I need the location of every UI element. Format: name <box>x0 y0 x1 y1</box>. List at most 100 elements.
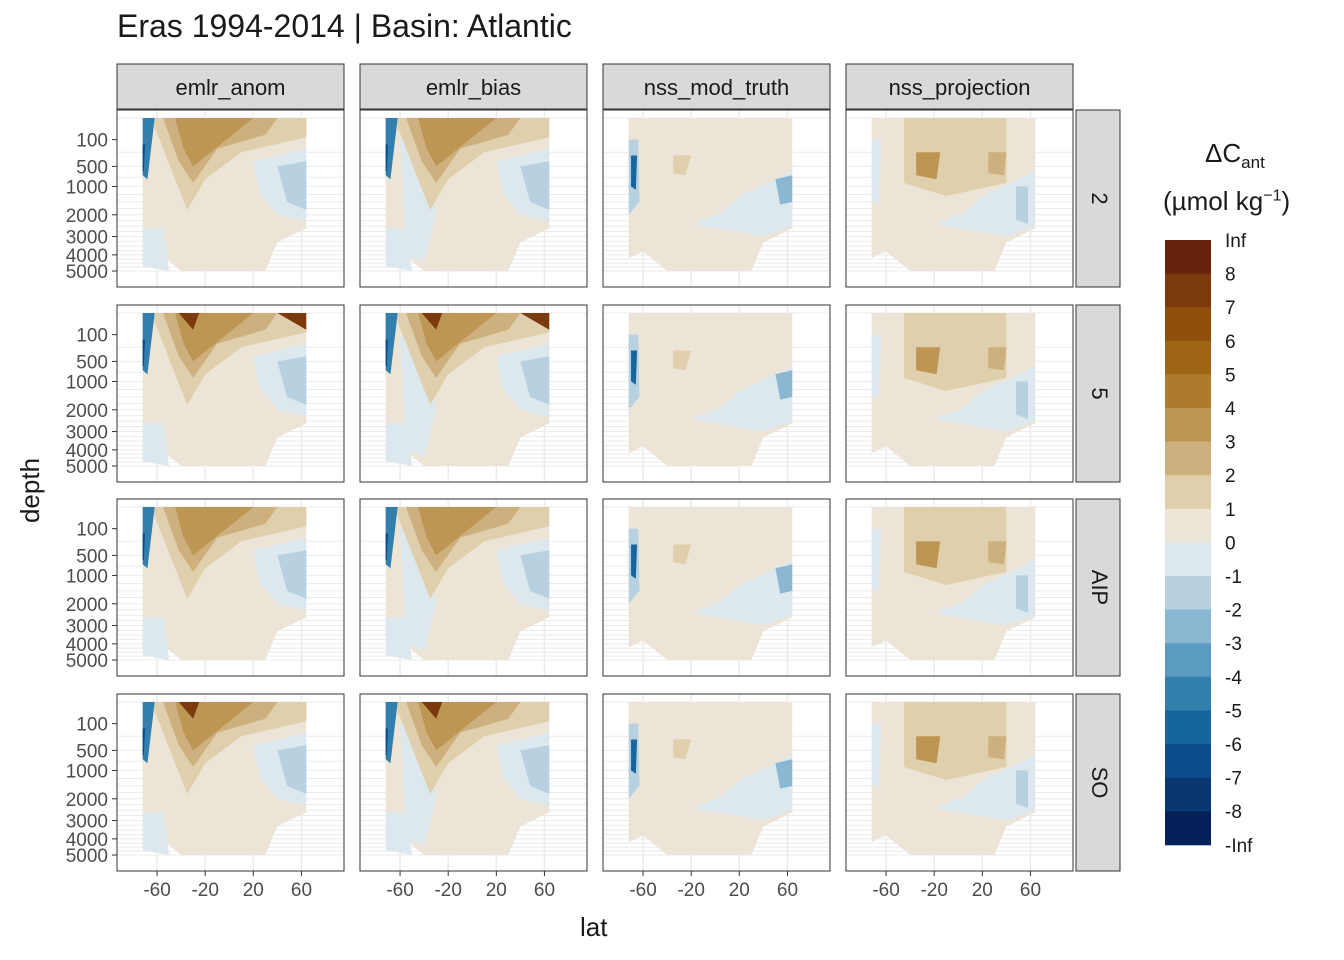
contour-band <box>520 356 550 405</box>
contour-band <box>871 334 882 400</box>
contour-band <box>385 313 398 375</box>
contour-band <box>1016 770 1029 809</box>
y-tick-label: 100 <box>76 131 108 152</box>
contour-band <box>385 533 389 561</box>
legend-swatch <box>1165 542 1211 577</box>
panel-border <box>116 693 345 872</box>
contour-band <box>277 745 307 794</box>
y-axis-label: depth <box>15 457 46 524</box>
panel-border <box>116 304 345 483</box>
x-tick-label: -20 <box>434 880 461 901</box>
contour-band <box>385 118 398 180</box>
contour-band <box>916 736 941 764</box>
contour-band <box>178 702 200 719</box>
legend-swatch <box>1165 710 1211 745</box>
panel-emlr_bias-5 <box>359 304 588 483</box>
row-strip-label: AIP <box>1087 570 1112 605</box>
y-tick-label: 100 <box>76 326 108 347</box>
legend-break-label: -Inf <box>1225 836 1253 857</box>
legend-break-label: -5 <box>1225 701 1242 722</box>
row-strip-box <box>1075 693 1121 872</box>
contour-band <box>631 544 638 579</box>
panel-nss_projection-SO <box>845 693 1074 872</box>
y-tick-label: 3000 <box>66 812 108 833</box>
col-strip-box <box>359 63 588 110</box>
contour-band <box>1016 381 1029 420</box>
contour-band <box>175 118 254 167</box>
y-tick-label: 1000 <box>66 566 108 587</box>
row-strip-box <box>1075 304 1121 483</box>
contour-band <box>385 702 398 764</box>
y-tick-label: 2000 <box>66 401 108 422</box>
panel-border <box>359 304 588 483</box>
contour-band <box>277 313 307 330</box>
col-strip-label: nss_mod_truth <box>644 75 790 100</box>
col-strip-emlr_anom: emlr_anom <box>116 63 345 110</box>
panel-border <box>359 693 588 872</box>
contour-band <box>175 507 254 556</box>
contour-band <box>775 759 793 789</box>
panel-border <box>602 498 831 677</box>
legend-title-sub: ant <box>1241 153 1265 173</box>
legend-break-label: Inf <box>1225 231 1247 252</box>
x-tick-label: 60 <box>1020 880 1041 901</box>
legend-break-label: 4 <box>1225 399 1236 420</box>
legend-swatch <box>1165 475 1211 510</box>
contour-band <box>520 745 550 794</box>
x-tick-label: -20 <box>677 880 704 901</box>
legend-unit: (µmol kg−1) <box>1163 186 1290 217</box>
legend-swatch <box>1165 340 1211 375</box>
legend-unit-sup: −1 <box>1263 187 1282 205</box>
contour-band <box>691 560 793 626</box>
contour-band <box>142 423 170 467</box>
panel-emlr_anom-AIP <box>116 498 345 677</box>
x-tick-label: 60 <box>291 880 312 901</box>
contour-band <box>871 723 882 789</box>
contour-band <box>520 550 550 599</box>
contour-band <box>775 370 793 400</box>
panel-border <box>359 498 588 677</box>
col-strip-label: emlr_anom <box>175 75 285 100</box>
legend-swatch <box>1165 576 1211 611</box>
panel-border <box>602 109 831 288</box>
x-tick-label: -20 <box>191 880 218 901</box>
contour-band <box>631 739 638 774</box>
col-strip-box <box>845 63 1074 110</box>
contour-band <box>277 161 307 210</box>
legend-break-label: 2 <box>1225 466 1236 487</box>
panel-emlr_bias-SO <box>359 693 588 872</box>
contour-band <box>142 228 170 272</box>
panel-border <box>602 304 831 483</box>
panel-border <box>359 109 588 288</box>
panel-emlr_anom-2 <box>116 109 345 288</box>
x-tick-label: 20 <box>243 880 264 901</box>
x-tick-label: 20 <box>486 880 507 901</box>
panel-nss_projection-2 <box>845 109 1074 288</box>
x-tick-label: -60 <box>386 880 413 901</box>
contour-band <box>385 728 389 756</box>
contour-band <box>385 507 398 569</box>
contour-band <box>988 152 1007 176</box>
legend-break-label: 3 <box>1225 433 1236 454</box>
contour-band <box>418 118 497 167</box>
panel-nss_mod_truth-5 <box>602 304 831 483</box>
contour-band <box>691 755 793 821</box>
row-strip-label: 5 <box>1087 387 1112 399</box>
contour-band <box>142 617 170 661</box>
contour-band <box>520 313 550 330</box>
y-tick-label: 4000 <box>66 441 108 462</box>
col-strip-label: nss_projection <box>889 75 1031 100</box>
y-tick-label: 5000 <box>66 457 108 478</box>
y-tick-label: 3000 <box>66 423 108 444</box>
x-tick-label: -20 <box>920 880 947 901</box>
contour-band <box>934 366 1036 432</box>
legend-swatch <box>1165 643 1211 678</box>
legend-unit-pre: (µmol kg <box>1163 186 1264 216</box>
contour-band <box>277 550 307 599</box>
contour-band <box>421 313 443 330</box>
contour-band <box>631 350 638 385</box>
legend-swatch <box>1165 307 1211 342</box>
contour-band <box>988 347 1007 371</box>
legend-title: ΔCant <box>1205 138 1265 173</box>
